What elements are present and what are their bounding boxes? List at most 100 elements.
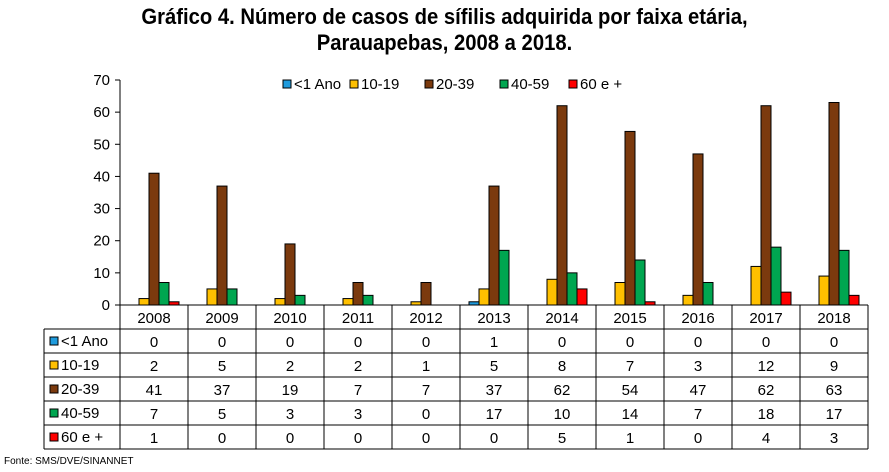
table-legend-swatch — [49, 384, 59, 394]
bar-20-39-2011 — [352, 282, 364, 306]
table-cell-value: 4 — [762, 430, 770, 447]
bar-10-19-2009 — [206, 288, 218, 306]
bar-40-59-2014 — [566, 272, 578, 306]
y-tick-label: 10 — [93, 265, 110, 282]
x-tick-label: 2008 — [137, 310, 170, 327]
y-tick-label: 60 — [93, 104, 110, 121]
bar-20-39-2008 — [148, 172, 160, 306]
y-tick-label: 40 — [93, 168, 110, 185]
table-row-label: 60 e + — [61, 429, 103, 446]
table-cell-value: 62 — [758, 382, 775, 399]
bar-10-19-2013 — [478, 288, 490, 306]
x-tick-label: 2013 — [477, 310, 510, 327]
table-cell-value: 1 — [626, 430, 634, 447]
table-cell-value: 1 — [150, 430, 158, 447]
table-cell-value: 47 — [690, 382, 707, 399]
table-row-label: <1 Ano — [61, 333, 108, 350]
bar-10-19-2011 — [342, 298, 354, 306]
table-cell-value: 7 — [150, 406, 158, 423]
table-row-label: 10-19 — [61, 357, 99, 374]
table-cell-value: 63 — [826, 382, 843, 399]
table-cell-value: 37 — [486, 382, 503, 399]
table-cell-value: 3 — [694, 358, 702, 375]
x-tick-label: 2014 — [545, 310, 578, 327]
bar-20-39-2018 — [828, 102, 840, 306]
x-tick-label: 2009 — [205, 310, 238, 327]
table-cell-value: 54 — [622, 382, 639, 399]
legend-swatch — [282, 79, 292, 89]
bar-60-e--2018 — [848, 294, 860, 306]
table-cell-value: 17 — [486, 406, 503, 423]
table-cell-value: 0 — [490, 430, 498, 447]
table-cell-value: 8 — [558, 358, 566, 375]
table-legend-swatch — [49, 360, 59, 370]
table-cell-value: 37 — [214, 382, 231, 399]
legend-label: 10-19 — [361, 76, 399, 93]
bar-40-59-2010 — [294, 294, 306, 306]
bar-60-e--2017 — [780, 291, 792, 306]
bar-20-39-2009 — [216, 185, 228, 306]
chart-title-line-1: Gráfico 4. Número de casos de sífilis ad… — [141, 4, 748, 29]
table-cell-value: 0 — [150, 334, 158, 351]
table-cell-value: 7 — [422, 382, 430, 399]
table-cell-value: 3 — [286, 406, 294, 423]
bar-40-59-2016 — [702, 282, 714, 306]
x-tick-label: 2011 — [342, 310, 374, 327]
x-tick-label: 2012 — [409, 310, 442, 327]
bar-40-59-2018 — [838, 249, 850, 306]
x-tick-label: 2017 — [749, 310, 782, 327]
legend-swatch — [349, 79, 359, 89]
bar-20-39-2015 — [624, 130, 636, 306]
legend-label: 20-39 — [436, 76, 474, 93]
bar-40-59-2009 — [226, 288, 238, 306]
table-row-label: 20-39 — [61, 381, 99, 398]
bar-10-19-2008 — [138, 298, 150, 306]
y-tick-label: 70 — [93, 72, 110, 89]
bar-20-39-2017 — [760, 105, 772, 306]
table-cell-value: 14 — [622, 406, 639, 423]
bar-10-19-2015 — [614, 282, 626, 306]
table-cell-value: 17 — [826, 406, 843, 423]
table-cell-value: 1 — [490, 334, 498, 351]
table-cell-value: 0 — [762, 334, 770, 351]
bar-60-e--2014 — [576, 288, 588, 306]
table-cell-value: 0 — [694, 430, 702, 447]
table-cell-value: 9 — [830, 358, 838, 375]
table-cell-value: 5 — [218, 358, 226, 375]
table-cell-value: 5 — [558, 430, 566, 447]
y-tick-label: 30 — [93, 201, 110, 218]
source-note: Fonte: SMS/DVE/SINANNET — [4, 456, 134, 467]
bar-40-59-2015 — [634, 259, 646, 306]
table-cell-value: 2 — [150, 358, 158, 375]
legend-swatch — [424, 79, 434, 89]
bar-10-19-2014 — [546, 278, 558, 306]
table-cell-value: 18 — [758, 406, 775, 423]
table-cell-value: 0 — [218, 334, 226, 351]
table-cell-value: 0 — [626, 334, 634, 351]
y-tick-label: 20 — [93, 233, 110, 250]
table-cell-value: 7 — [694, 406, 702, 423]
table-cell-value: 7 — [354, 382, 362, 399]
table-legend-swatch — [49, 408, 59, 418]
table-cell-value: 0 — [218, 430, 226, 447]
table-cell-value: 0 — [354, 334, 362, 351]
table-cell-value: 62 — [554, 382, 571, 399]
table-legend-swatch — [49, 432, 59, 442]
table-cell-value: 0 — [558, 334, 566, 351]
table-cell-value: 0 — [286, 334, 294, 351]
x-tick-label: 2010 — [273, 310, 306, 327]
table-cell-value: 5 — [490, 358, 498, 375]
table-cell-value: 0 — [830, 334, 838, 351]
bar-10-19-2016 — [682, 294, 694, 306]
table-cell-value: 3 — [354, 406, 362, 423]
table-cell-value: 12 — [758, 358, 775, 375]
chart-title: Gráfico 4. Número de casos de sífilis ad… — [36, 4, 854, 56]
table-cell-value: 2 — [354, 358, 362, 375]
table-cell-value: 0 — [422, 406, 430, 423]
table-cell-value: 7 — [626, 358, 634, 375]
bar-40-59-2008 — [158, 282, 170, 306]
table-cell-value: 0 — [354, 430, 362, 447]
x-tick-label: 2015 — [613, 310, 646, 327]
table-legend-swatch — [49, 336, 59, 346]
